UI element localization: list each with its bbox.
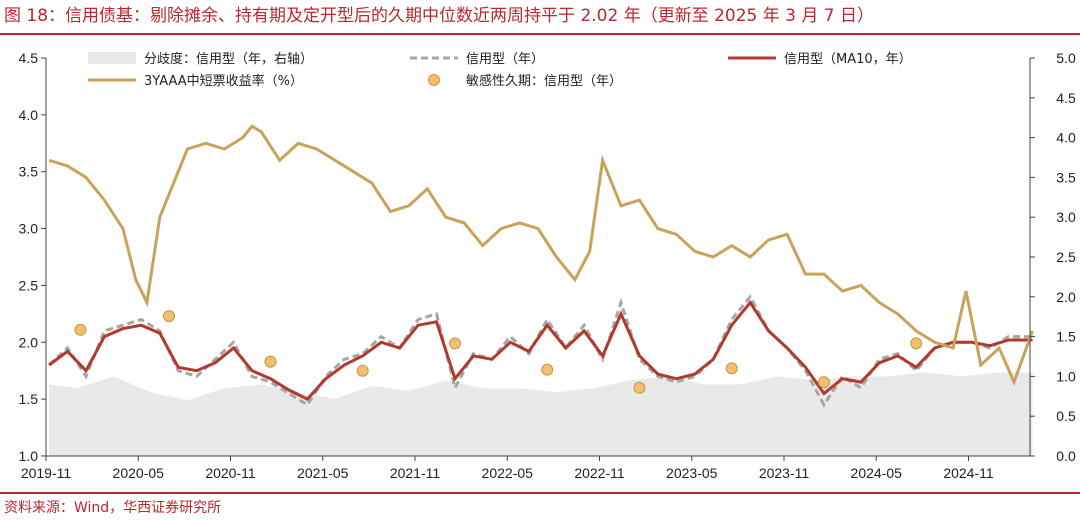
x-tick-label: 2023-05: [666, 465, 718, 481]
sensitivity-duration-point: [910, 337, 923, 350]
sensitivity-duration-point: [633, 381, 646, 394]
x-tick-label: 2022-11: [574, 465, 625, 481]
y-right-tick-label: 3.0: [1056, 209, 1076, 225]
y-right-tick-label: 4.5: [1056, 90, 1076, 106]
y-right-tick-label: 1.0: [1056, 368, 1076, 384]
area-series-group: [49, 372, 1033, 456]
source-note: 资料来源：Wind，华西证券研究所: [4, 500, 222, 516]
y-right-tick-label: 5.0: [1056, 50, 1076, 66]
y-right-tick-label: 2.0: [1056, 289, 1076, 305]
x-tick-label: 2021-11: [390, 465, 441, 481]
sensitivity-duration-point: [74, 323, 87, 336]
sensitivity-duration-point: [163, 310, 175, 323]
dot-series-group: [74, 310, 923, 394]
legend: 分歧度：信用型（年，右轴） 信用型（年） 信用型（MA10，年） 3YAAA中短票收益…: [88, 51, 912, 89]
axes-group: 4.5 4.0 3.5 3.0 2.5 2.0 1.5 1.0 5.0 4.5 4.0 3.5 3.0 2…: [19, 50, 1076, 481]
legend-swatch-dot: [428, 74, 440, 86]
legend-swatch-area: [88, 52, 136, 64]
sensitivity-duration-point: [541, 363, 554, 376]
legend-label: 3YAAA中短票收益率（%）: [144, 73, 303, 89]
chart: 4.5 4.0 3.5 3.0 2.5 2.0 1.5 1.0 5.0 4.5 4.0 3.5 3.0 2…: [19, 50, 1076, 481]
series-credit-dashed-line: [48, 294, 1033, 408]
x-tick-label: 2024-05: [851, 465, 903, 481]
y-left-tick-label: 3.5: [19, 164, 39, 180]
sensitivity-duration-point: [725, 362, 738, 375]
y-left-tick-label: 3.0: [19, 221, 39, 237]
sensitivity-duration-point: [818, 376, 830, 389]
y-right-tick-label: 3.5: [1056, 169, 1076, 185]
sensitivity-duration-point: [264, 355, 277, 368]
y-right-tick-label: 2.5: [1056, 249, 1076, 265]
series-divergence-area: [49, 372, 1033, 456]
sensitivity-duration-point: [356, 364, 369, 377]
title-rule: [0, 33, 1080, 35]
y-right-tick-label: 0.5: [1056, 408, 1076, 424]
y-left-tick-label: 2.0: [19, 334, 39, 350]
source-rule: [0, 492, 1080, 494]
y-left-tick-label: 2.5: [19, 277, 39, 293]
sensitivity-duration-point: [449, 337, 461, 350]
series-credit-ma10-line: [48, 299, 1033, 401]
x-tick-label: 2022-05: [482, 465, 534, 481]
x-tick-label: 2023-11: [759, 465, 810, 481]
y-left-tick-label: 1.5: [19, 391, 39, 407]
x-tick-label: 2021-05: [297, 465, 349, 481]
y-left-tick-label: 1.0: [19, 448, 39, 464]
y-right-tick-label: 4.0: [1056, 130, 1076, 146]
x-tick-label: 2019-11: [21, 465, 72, 481]
y-left-tick-label: 4.0: [19, 107, 39, 123]
y-right-tick-label: 0.0: [1056, 448, 1076, 464]
chart-title: 图 18：信用债基：剔除摊余、持有期及定开型后的久期中位数近两周持平于 2.02…: [4, 6, 875, 26]
y-left-tick-label: 4.5: [19, 50, 39, 66]
x-tick-label: 2024-11: [943, 465, 994, 481]
x-tick-label: 2020-05: [113, 465, 165, 481]
legend-label: 分歧度：信用型（年，右轴）: [144, 51, 313, 67]
legend-label: 敏感性久期：信用型（年）: [466, 73, 622, 89]
legend-label: 信用型（MA10，年）: [784, 52, 912, 67]
x-tick-label: 2020-11: [205, 465, 256, 481]
y-right-tick-label: 1.5: [1056, 329, 1076, 345]
legend-label: 信用型（年）: [466, 52, 544, 67]
series-3yaaa-yield-line: [48, 124, 1034, 387]
line-series-group: [48, 124, 1034, 408]
